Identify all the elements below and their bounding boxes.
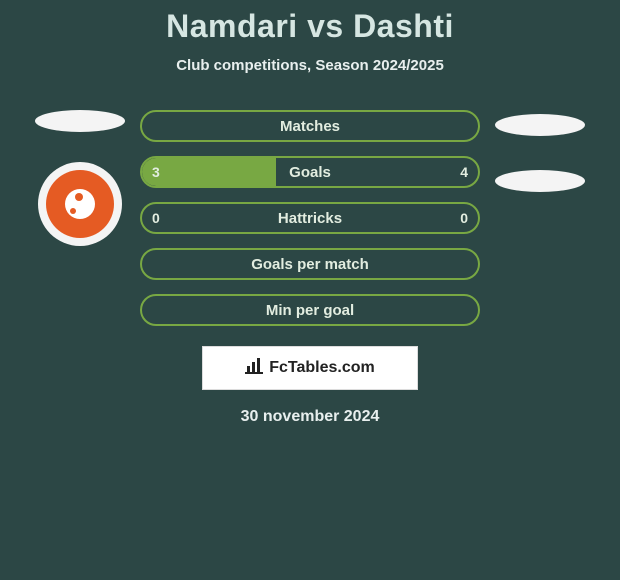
stat-value-right: 4 — [460, 164, 468, 180]
page-title: Namdari vs Dashti — [0, 8, 620, 45]
stat-bar: 0 0 Hattricks — [140, 202, 480, 234]
crest-inner — [46, 170, 114, 238]
page-subtitle: Club competitions, Season 2024/2025 — [0, 57, 620, 74]
brand-box[interactable]: FcTables.com — [202, 346, 418, 390]
brand-text: FcTables.com — [269, 359, 375, 377]
stat-label: Min per goal — [266, 302, 354, 319]
root: Namdari vs Dashti Club competitions, Sea… — [0, 0, 620, 426]
left-team-placeholder — [35, 110, 125, 132]
stat-value-left: 3 — [152, 164, 160, 180]
right-team-placeholder-2 — [495, 170, 585, 192]
left-team-col — [20, 110, 140, 246]
stat-bar: Min per goal — [140, 294, 480, 326]
right-team-placeholder-1 — [495, 114, 585, 136]
stats-col: Matches 3 4 Goals 0 0 Hattricks Goals per match… — [140, 110, 480, 426]
stat-label: Goals — [289, 164, 331, 181]
stat-label: Matches — [280, 118, 340, 135]
bar-fill-left — [142, 158, 276, 186]
stat-label: Hattricks — [278, 210, 342, 227]
stat-label: Goals per match — [251, 256, 369, 273]
chart-icon — [245, 358, 263, 379]
stat-bar: 3 4 Goals — [140, 156, 480, 188]
right-team-col — [480, 110, 600, 192]
stat-value-left: 0 — [152, 210, 160, 226]
soccer-ball-icon — [65, 189, 95, 219]
footer-date: 30 november 2024 — [241, 408, 380, 426]
comparison-columns: Matches 3 4 Goals 0 0 Hattricks Goals per match… — [0, 110, 620, 426]
stat-bar: Goals per match — [140, 248, 480, 280]
left-team-crest — [38, 162, 122, 246]
stat-value-right: 0 — [460, 210, 468, 226]
stat-bar: Matches — [140, 110, 480, 142]
